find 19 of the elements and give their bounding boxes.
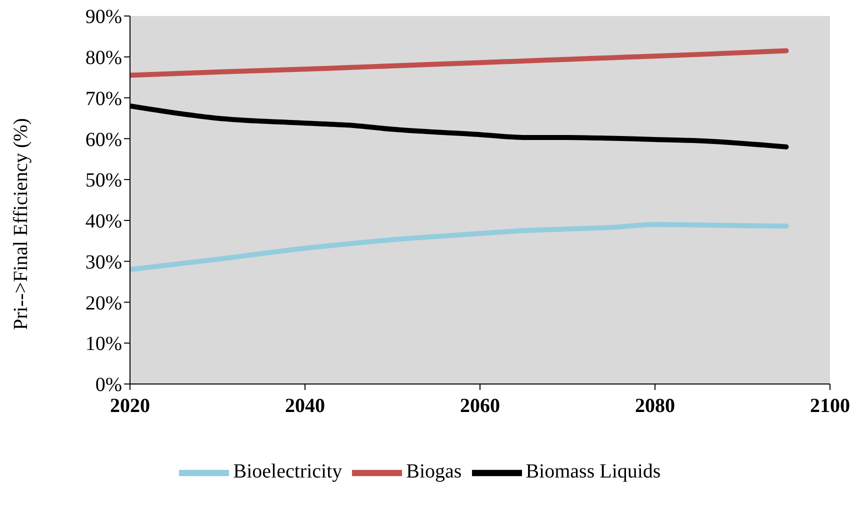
y-axis-title: Pri-->Final Efficiency (%) [10, 118, 32, 330]
y-tick-label: 50% [85, 170, 122, 192]
y-tick-label: 0% [95, 374, 122, 396]
y-tick-label: 90% [85, 6, 122, 28]
y-tick-label: 70% [85, 88, 122, 110]
x-tick-label: 2020 [110, 395, 150, 418]
y-tick-label: 80% [85, 46, 122, 69]
legend-label: Biomass Liquids [526, 460, 661, 483]
y-tick-label: 60% [85, 128, 122, 151]
y-tick-label: 10% [85, 333, 122, 356]
y-tick-label: 20% [85, 292, 122, 314]
x-tick-label: 2100 [810, 395, 850, 418]
legend-label: Bioelectricity [233, 460, 342, 483]
y-tick-label: 40% [85, 210, 122, 233]
legend-label: Biogas [406, 460, 462, 483]
y-tick-label: 30% [85, 251, 122, 274]
x-tick-label: 2080 [635, 395, 675, 418]
x-tick-label: 2040 [285, 395, 325, 418]
x-tick-label: 2060 [460, 395, 500, 418]
